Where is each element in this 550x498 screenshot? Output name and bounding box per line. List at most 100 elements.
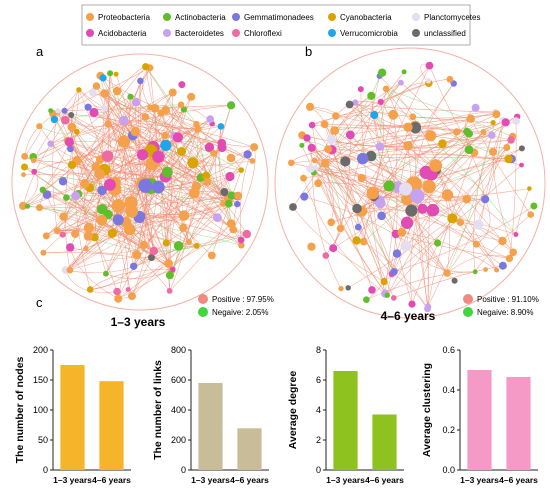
network-b-edge bbox=[374, 114, 433, 175]
network-a-node bbox=[107, 228, 117, 238]
network-b-node bbox=[425, 78, 431, 84]
network-a-node bbox=[193, 120, 200, 128]
network-b-edge bbox=[311, 125, 341, 229]
network-b-node bbox=[352, 99, 359, 106]
network-a-node bbox=[124, 196, 138, 210]
network-b-edge bbox=[401, 232, 497, 271]
network-a-node bbox=[118, 115, 129, 126]
network-a-edge bbox=[105, 269, 173, 279]
network-b-node bbox=[519, 162, 524, 168]
network-a-node bbox=[107, 70, 114, 77]
network-a-node bbox=[224, 199, 233, 208]
y-tick-label: 0.2 bbox=[442, 425, 455, 435]
network-b-node bbox=[306, 102, 315, 111]
network-b-node bbox=[527, 186, 532, 191]
network-b-edge bbox=[306, 137, 395, 272]
network-b-edge bbox=[371, 95, 413, 305]
network-b-edge bbox=[302, 134, 409, 147]
network-a-node bbox=[137, 77, 144, 85]
network-a-node bbox=[242, 229, 251, 239]
network-b-node bbox=[422, 179, 436, 194]
network-a-node bbox=[136, 149, 149, 161]
legend-label: Proteobacteria bbox=[98, 13, 151, 22]
network-a-edge bbox=[172, 154, 248, 270]
network-a-node bbox=[31, 168, 38, 175]
network-a-node bbox=[142, 63, 150, 71]
network-b-edge bbox=[435, 169, 497, 271]
network-a-edge bbox=[50, 110, 207, 177]
network-b-node bbox=[300, 174, 307, 182]
network-a-node bbox=[19, 201, 28, 210]
network-a-node bbox=[73, 128, 80, 135]
network-a-edge bbox=[165, 96, 192, 246]
network-a-node bbox=[128, 292, 136, 301]
network-a-node bbox=[210, 149, 218, 157]
network-a-node bbox=[130, 262, 138, 270]
legend-swatch bbox=[163, 29, 171, 37]
network-a-node bbox=[170, 266, 176, 273]
bar bbox=[467, 370, 492, 470]
network-b-edge bbox=[311, 147, 438, 244]
network-a-edge bbox=[93, 112, 176, 137]
network-b-edge bbox=[435, 165, 486, 200]
positive-marker-a bbox=[198, 294, 208, 304]
network-b-edge bbox=[311, 124, 395, 272]
network-a-node bbox=[117, 135, 131, 148]
bar-chart-4: 0.0 0.2 0.4 0.6 1–3 years 4–6 years Average cl… bbox=[421, 345, 538, 485]
network-a-edge bbox=[169, 223, 232, 292]
network-a-edge bbox=[94, 151, 182, 238]
network-a-edge bbox=[123, 120, 255, 148]
negative-marker-b bbox=[463, 307, 473, 317]
network-a-node bbox=[220, 200, 227, 207]
network-b-node bbox=[403, 141, 413, 151]
network-b-node bbox=[503, 144, 511, 151]
network-b-node bbox=[400, 216, 414, 229]
network-a-edge bbox=[64, 67, 151, 112]
network-a-node bbox=[113, 71, 119, 77]
legend-swatch bbox=[412, 13, 420, 21]
bar bbox=[99, 381, 124, 470]
network-b-node bbox=[388, 109, 399, 120]
network-a-node bbox=[39, 186, 46, 193]
network-b-node bbox=[320, 158, 330, 168]
positive-label-b: Positive : 91.10% bbox=[477, 295, 539, 304]
network-b-node bbox=[352, 203, 362, 214]
network-a-node bbox=[47, 140, 54, 147]
network-a-edge bbox=[46, 153, 214, 237]
network-a-node bbox=[111, 199, 125, 213]
network-a-node bbox=[206, 115, 214, 123]
x-tick-label: 1–3 years bbox=[326, 475, 365, 485]
network-a-edge bbox=[34, 171, 224, 204]
network-b-edge bbox=[331, 75, 380, 150]
network-b-node bbox=[441, 189, 454, 201]
x-tick-label: 4–6 years bbox=[499, 475, 538, 485]
legend-label: Chloroflexi bbox=[244, 29, 282, 38]
network-a-node bbox=[59, 212, 68, 221]
network-b-node bbox=[397, 228, 407, 237]
network-b-node bbox=[509, 248, 517, 257]
network-a-node bbox=[201, 171, 211, 181]
network-b-node bbox=[345, 285, 351, 291]
network-a-node bbox=[225, 171, 235, 182]
network-b-edge bbox=[492, 151, 514, 253]
network-a-edge bbox=[64, 110, 185, 216]
network-b-edge bbox=[380, 79, 450, 103]
network-a-edge bbox=[107, 156, 212, 256]
network-b-node bbox=[336, 224, 345, 233]
network-a-node bbox=[207, 251, 216, 260]
network-b-node bbox=[314, 179, 323, 188]
network-b-node bbox=[363, 296, 370, 304]
network-a-edge bbox=[52, 113, 166, 136]
network-a-edge bbox=[39, 195, 238, 208]
network-a-node bbox=[130, 126, 140, 137]
network-b-edge bbox=[309, 152, 326, 164]
network-a-node bbox=[203, 178, 212, 186]
network-a-edge bbox=[27, 92, 173, 207]
network-b-edge bbox=[473, 135, 493, 272]
network-a-edge bbox=[33, 160, 229, 204]
network-b-node bbox=[419, 165, 433, 180]
network-a-node bbox=[179, 223, 188, 232]
network-b-edge bbox=[304, 82, 402, 197]
network-a-node bbox=[68, 112, 75, 118]
network-a-edge bbox=[52, 110, 59, 231]
